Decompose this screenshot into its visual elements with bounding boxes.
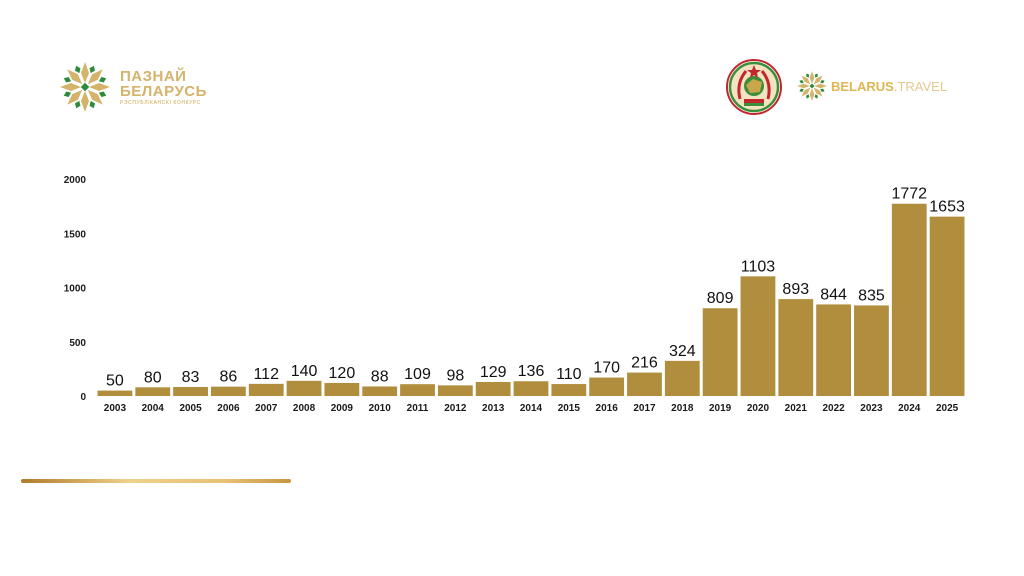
data-label: 86 — [219, 369, 237, 386]
bar — [286, 380, 322, 396]
belarus-emblem-icon — [726, 59, 782, 115]
bar — [475, 382, 511, 396]
data-label: 112 — [253, 366, 279, 383]
data-label: 893 — [782, 281, 809, 298]
x-tick-label: 2016 — [596, 403, 619, 414]
bar — [135, 387, 171, 396]
y-tick-label: 500 — [69, 338, 86, 349]
bar — [702, 308, 738, 396]
bar — [324, 382, 360, 396]
x-tick-label: 2008 — [293, 403, 316, 414]
data-label: 129 — [480, 364, 507, 381]
bar — [248, 383, 284, 396]
data-label: 80 — [144, 369, 162, 386]
data-label: 835 — [858, 287, 885, 304]
bar — [664, 360, 700, 396]
star-ornament-icon — [797, 71, 827, 101]
data-label: 83 — [182, 369, 200, 386]
bar — [513, 381, 549, 396]
bar — [627, 372, 662, 396]
bar — [173, 386, 208, 396]
bar — [437, 385, 473, 396]
right-logo-dot: . — [893, 78, 898, 94]
bar — [210, 386, 246, 396]
data-label: 809 — [707, 290, 734, 307]
x-tick-label: 2015 — [558, 403, 581, 414]
data-label: 98 — [446, 367, 464, 384]
x-tick-label: 2009 — [331, 403, 354, 414]
x-tick-label: 2012 — [444, 403, 467, 414]
x-tick-label: 2017 — [633, 403, 656, 414]
right-logo: BELARUS.TRAVEL — [796, 70, 947, 102]
emblem — [726, 59, 782, 120]
y-tick-label: 0 — [80, 392, 86, 403]
data-label: 50 — [106, 373, 124, 390]
left-logo-line1: ПАЗНАЙ — [120, 67, 187, 85]
data-label: 120 — [329, 365, 356, 382]
bar — [778, 299, 814, 396]
bar — [400, 384, 435, 396]
y-tick-label: 1500 — [64, 229, 87, 240]
right-logo-text: BELARUS.TRAVEL — [831, 80, 947, 93]
y-tick-label: 2000 — [64, 175, 87, 186]
bar — [589, 377, 625, 396]
right-logo-tld: TRAVEL — [897, 78, 948, 94]
x-tick-label: 2006 — [217, 403, 240, 414]
left-logo-line2: БЕЛАРУСЬ — [120, 82, 207, 100]
x-tick-label: 2011 — [407, 403, 429, 414]
x-tick-label: 2004 — [142, 403, 165, 414]
x-tick-label: 2010 — [369, 403, 392, 414]
bar — [854, 305, 889, 396]
data-label: 1103 — [741, 258, 776, 275]
left-logo: ПАЗНАЙ БЕЛАРУСЬ РЭСПУБЛІКАНСКІ КОНКУРС — [58, 60, 207, 114]
y-tick-label: 1000 — [64, 284, 87, 295]
x-tick-label: 2022 — [822, 403, 845, 414]
x-tick-label: 2025 — [936, 403, 959, 414]
data-label: 110 — [556, 366, 582, 383]
star-ornament-icon — [60, 62, 110, 112]
x-tick-label: 2019 — [709, 403, 732, 414]
bar — [929, 216, 965, 396]
bar — [362, 386, 398, 396]
bar — [891, 203, 927, 396]
left-logo-text: ПАЗНАЙ БЕЛАРУСЬ РЭСПУБЛІКАНСКІ КОНКУРС — [120, 69, 207, 106]
decorative-gold-line — [21, 479, 291, 483]
data-label: 109 — [404, 366, 431, 383]
data-label: 216 — [631, 355, 658, 372]
data-label: 88 — [371, 368, 389, 385]
data-label: 844 — [820, 286, 847, 303]
x-tick-label: 2007 — [255, 403, 278, 414]
data-label: 140 — [291, 363, 318, 380]
data-label: 1653 — [929, 199, 965, 216]
x-tick-label: 2023 — [860, 403, 883, 414]
x-tick-label: 2013 — [482, 403, 505, 414]
x-tick-label: 2018 — [671, 403, 694, 414]
x-tick-label: 2005 — [179, 403, 202, 414]
x-tick-label: 2003 — [104, 403, 127, 414]
bar — [816, 304, 852, 396]
x-tick-label: 2024 — [898, 403, 921, 414]
bar — [97, 390, 133, 396]
data-label: 324 — [669, 343, 696, 360]
right-logo-name: BELARUS — [831, 78, 894, 94]
bar — [551, 384, 587, 396]
data-label: 136 — [518, 363, 545, 380]
bar — [740, 276, 776, 396]
x-tick-label: 2020 — [747, 403, 770, 414]
data-label: 1772 — [891, 186, 927, 203]
data-label: 170 — [593, 360, 620, 377]
x-tick-label: 2014 — [520, 403, 543, 414]
left-logo-subtitle: РЭСПУБЛІКАНСКІ КОНКУРС — [120, 99, 202, 106]
x-tick-label: 2021 — [785, 403, 808, 414]
